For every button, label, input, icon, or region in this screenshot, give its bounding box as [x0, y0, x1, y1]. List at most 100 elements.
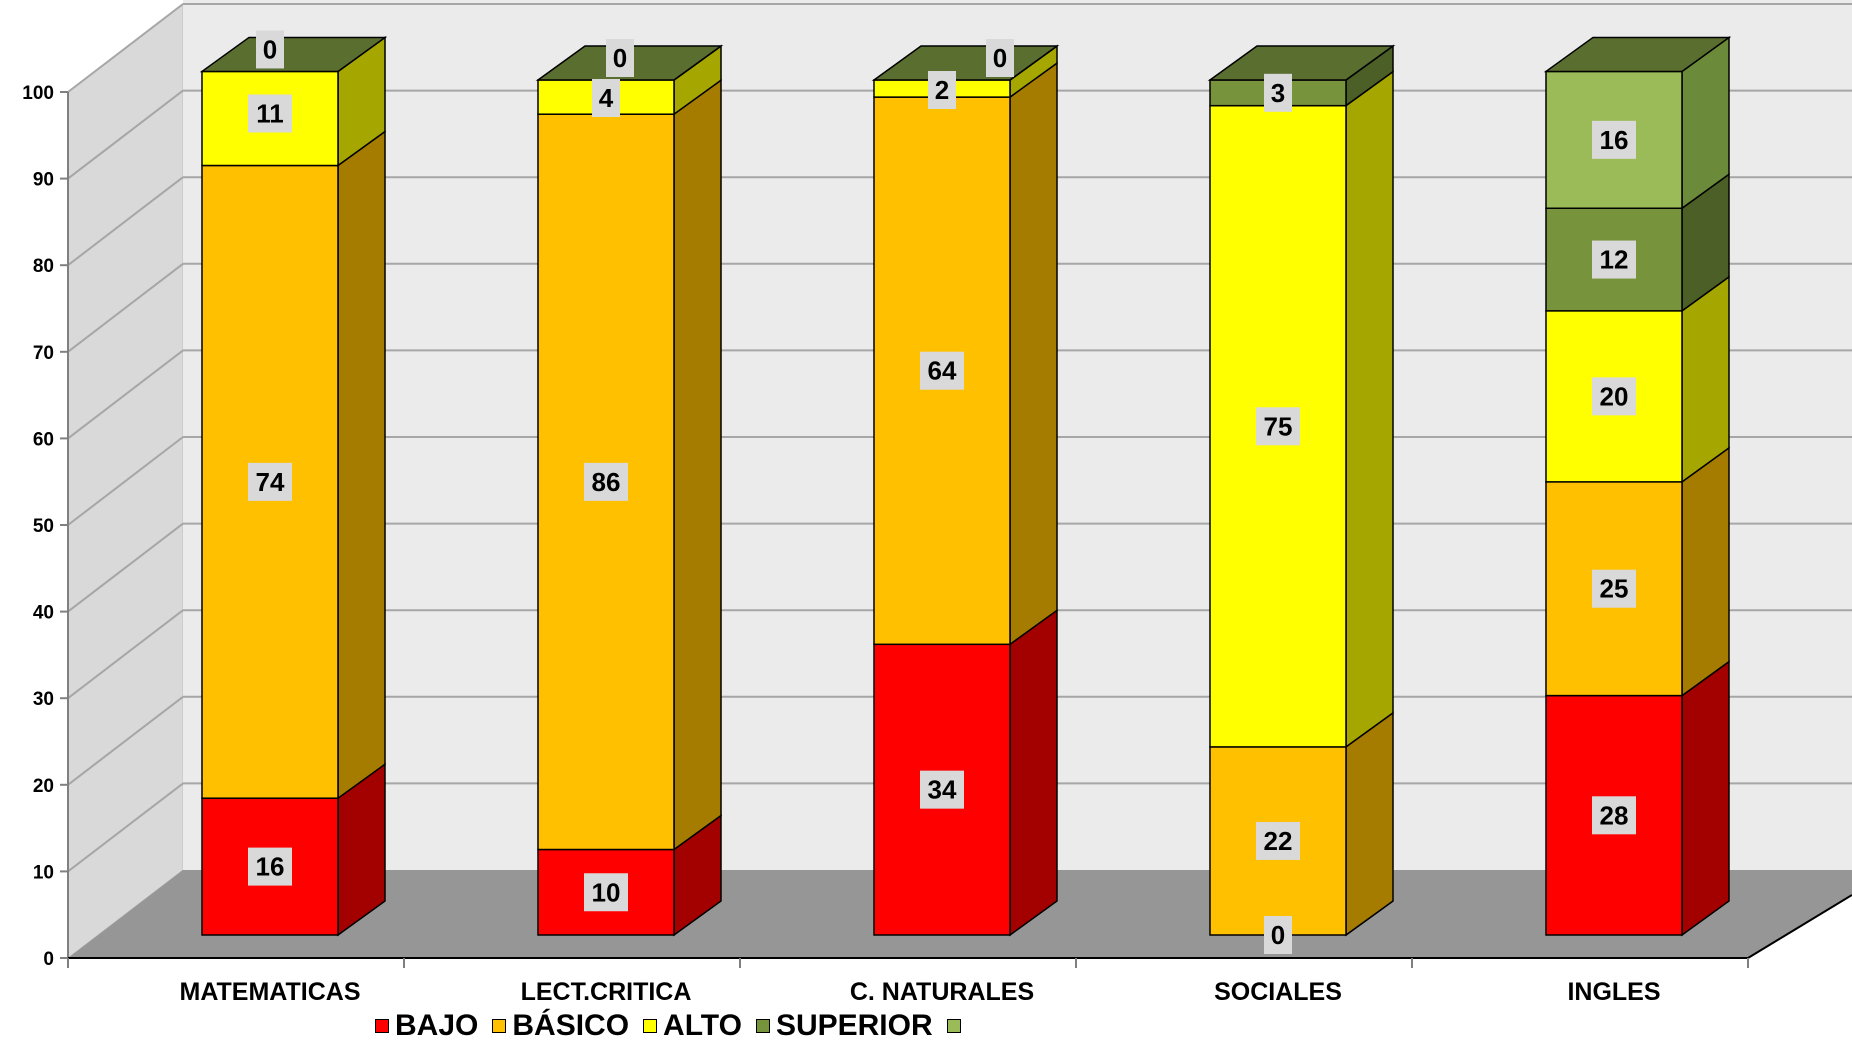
data-label-box [1592, 240, 1636, 279]
y-tick-label: 80 [33, 256, 54, 277]
gridline-diagonal [67, 3, 184, 93]
bar-side-alto [1345, 70, 1394, 749]
data-label: 16 [256, 852, 285, 882]
bar-top [1207, 45, 1396, 81]
legend-item: BÁSICO [492, 1008, 629, 1044]
legend-item [946, 1019, 967, 1033]
data-label: 74 [256, 467, 285, 497]
data-label-box [1592, 120, 1636, 159]
data-label: 64 [928, 356, 957, 386]
bar-side-básico [673, 78, 722, 851]
gridline-diagonal [67, 349, 184, 440]
gridline-diagonal [67, 263, 184, 353]
data-label: 4 [599, 83, 614, 113]
data-label: 28 [1600, 800, 1629, 830]
data-label-box [606, 39, 634, 77]
data-label-box [584, 873, 628, 912]
legend-swatch [755, 1019, 770, 1033]
data-label-box [1592, 377, 1636, 416]
data-label: 10 [592, 877, 621, 907]
bar-side-bajo [1009, 608, 1058, 937]
data-label-box [592, 79, 620, 117]
y-tick-label: 0 [43, 949, 54, 970]
data-label: 20 [1600, 381, 1629, 411]
data-label: 12 [1600, 245, 1629, 275]
bar-side-alto [1681, 275, 1730, 484]
x-tick-label: INGLES [1567, 978, 1660, 1006]
legend-swatch [375, 1019, 389, 1033]
y-tick-label: 10 [33, 862, 54, 883]
bar-side-básico [1681, 446, 1730, 698]
floor-edge-line [1747, 894, 1852, 959]
data-label: 3 [1271, 78, 1285, 108]
data-label-box [1592, 569, 1636, 608]
data-label: 25 [1600, 574, 1629, 604]
legend-label: BAJO [395, 1009, 479, 1042]
x-tick-label: C. NATURALES [850, 978, 1034, 1006]
bar-side-básico [1345, 711, 1394, 937]
gridline-diagonal [67, 609, 184, 699]
bars [199, 35, 1732, 937]
legend-item: SUPERIOR [755, 1008, 933, 1044]
x-tick-label: LECT.CRITICA [521, 978, 692, 1006]
legend-label: ALTO [663, 1009, 742, 1042]
bar-side-básico [337, 130, 386, 800]
y-tick-label: 40 [33, 603, 54, 624]
data-label-box [920, 351, 964, 390]
data-label-box [920, 770, 964, 809]
data-label-box [1264, 916, 1292, 954]
y-tick-label: 90 [33, 170, 54, 191]
x-tick-label: MATEMATICAS [180, 978, 361, 1006]
data-label: 0 [1271, 920, 1285, 950]
gridline-diagonal [67, 522, 184, 613]
data-label: 34 [928, 775, 957, 805]
legend-swatch [492, 1019, 507, 1033]
legend-label: SUPERIOR [775, 1009, 933, 1042]
bar-top [199, 36, 388, 73]
data-label-box [1264, 73, 1292, 112]
gridline-diagonal [67, 782, 184, 873]
gridline-diagonal [67, 176, 184, 266]
data-label-box [1592, 796, 1636, 835]
legend-item: BAJO [375, 1008, 478, 1044]
gridline-diagonal [67, 89, 184, 180]
data-label-box [248, 847, 292, 886]
legend-swatch [643, 1019, 658, 1033]
y-tick-label: 70 [33, 343, 54, 364]
y-tick-label: 30 [33, 689, 54, 710]
data-label: 75 [1264, 411, 1293, 441]
data-label: 16 [1600, 125, 1629, 155]
data-label: 0 [613, 43, 627, 73]
data-label: 2 [935, 75, 949, 105]
legend-swatch [946, 1019, 961, 1033]
gridline-diagonal [67, 696, 184, 786]
legend-label: BÁSICO [512, 1009, 630, 1042]
legend-item: ALTO [643, 1008, 742, 1044]
gridline-diagonal [67, 436, 184, 526]
legend: BAJO BÁSICO ALTO SUPERIOR [375, 1008, 981, 1044]
bar-top [1543, 36, 1732, 73]
data-label: 0 [263, 34, 277, 64]
bar-segment-bajo [1545, 694, 1683, 936]
data-label: 86 [592, 467, 621, 497]
bar-side-bajo [1681, 660, 1730, 937]
data-label: 11 [256, 98, 284, 128]
data-label-box [256, 30, 284, 69]
data-label-box [986, 39, 1014, 77]
data-label-box [584, 462, 628, 501]
data-label-box [1256, 407, 1300, 446]
data-label: 22 [1264, 826, 1293, 856]
y-tick-label: 100 [22, 83, 54, 104]
data-label-box [1256, 821, 1300, 860]
y-tick-label: 50 [33, 516, 54, 537]
x-tick-label: SOCIALES [1214, 978, 1342, 1006]
bar-side-básico [1009, 61, 1058, 646]
data-label: 0 [993, 43, 1007, 73]
data-label-box [248, 94, 292, 133]
y-tick-label: 60 [33, 429, 54, 450]
data-label-box [248, 462, 292, 501]
